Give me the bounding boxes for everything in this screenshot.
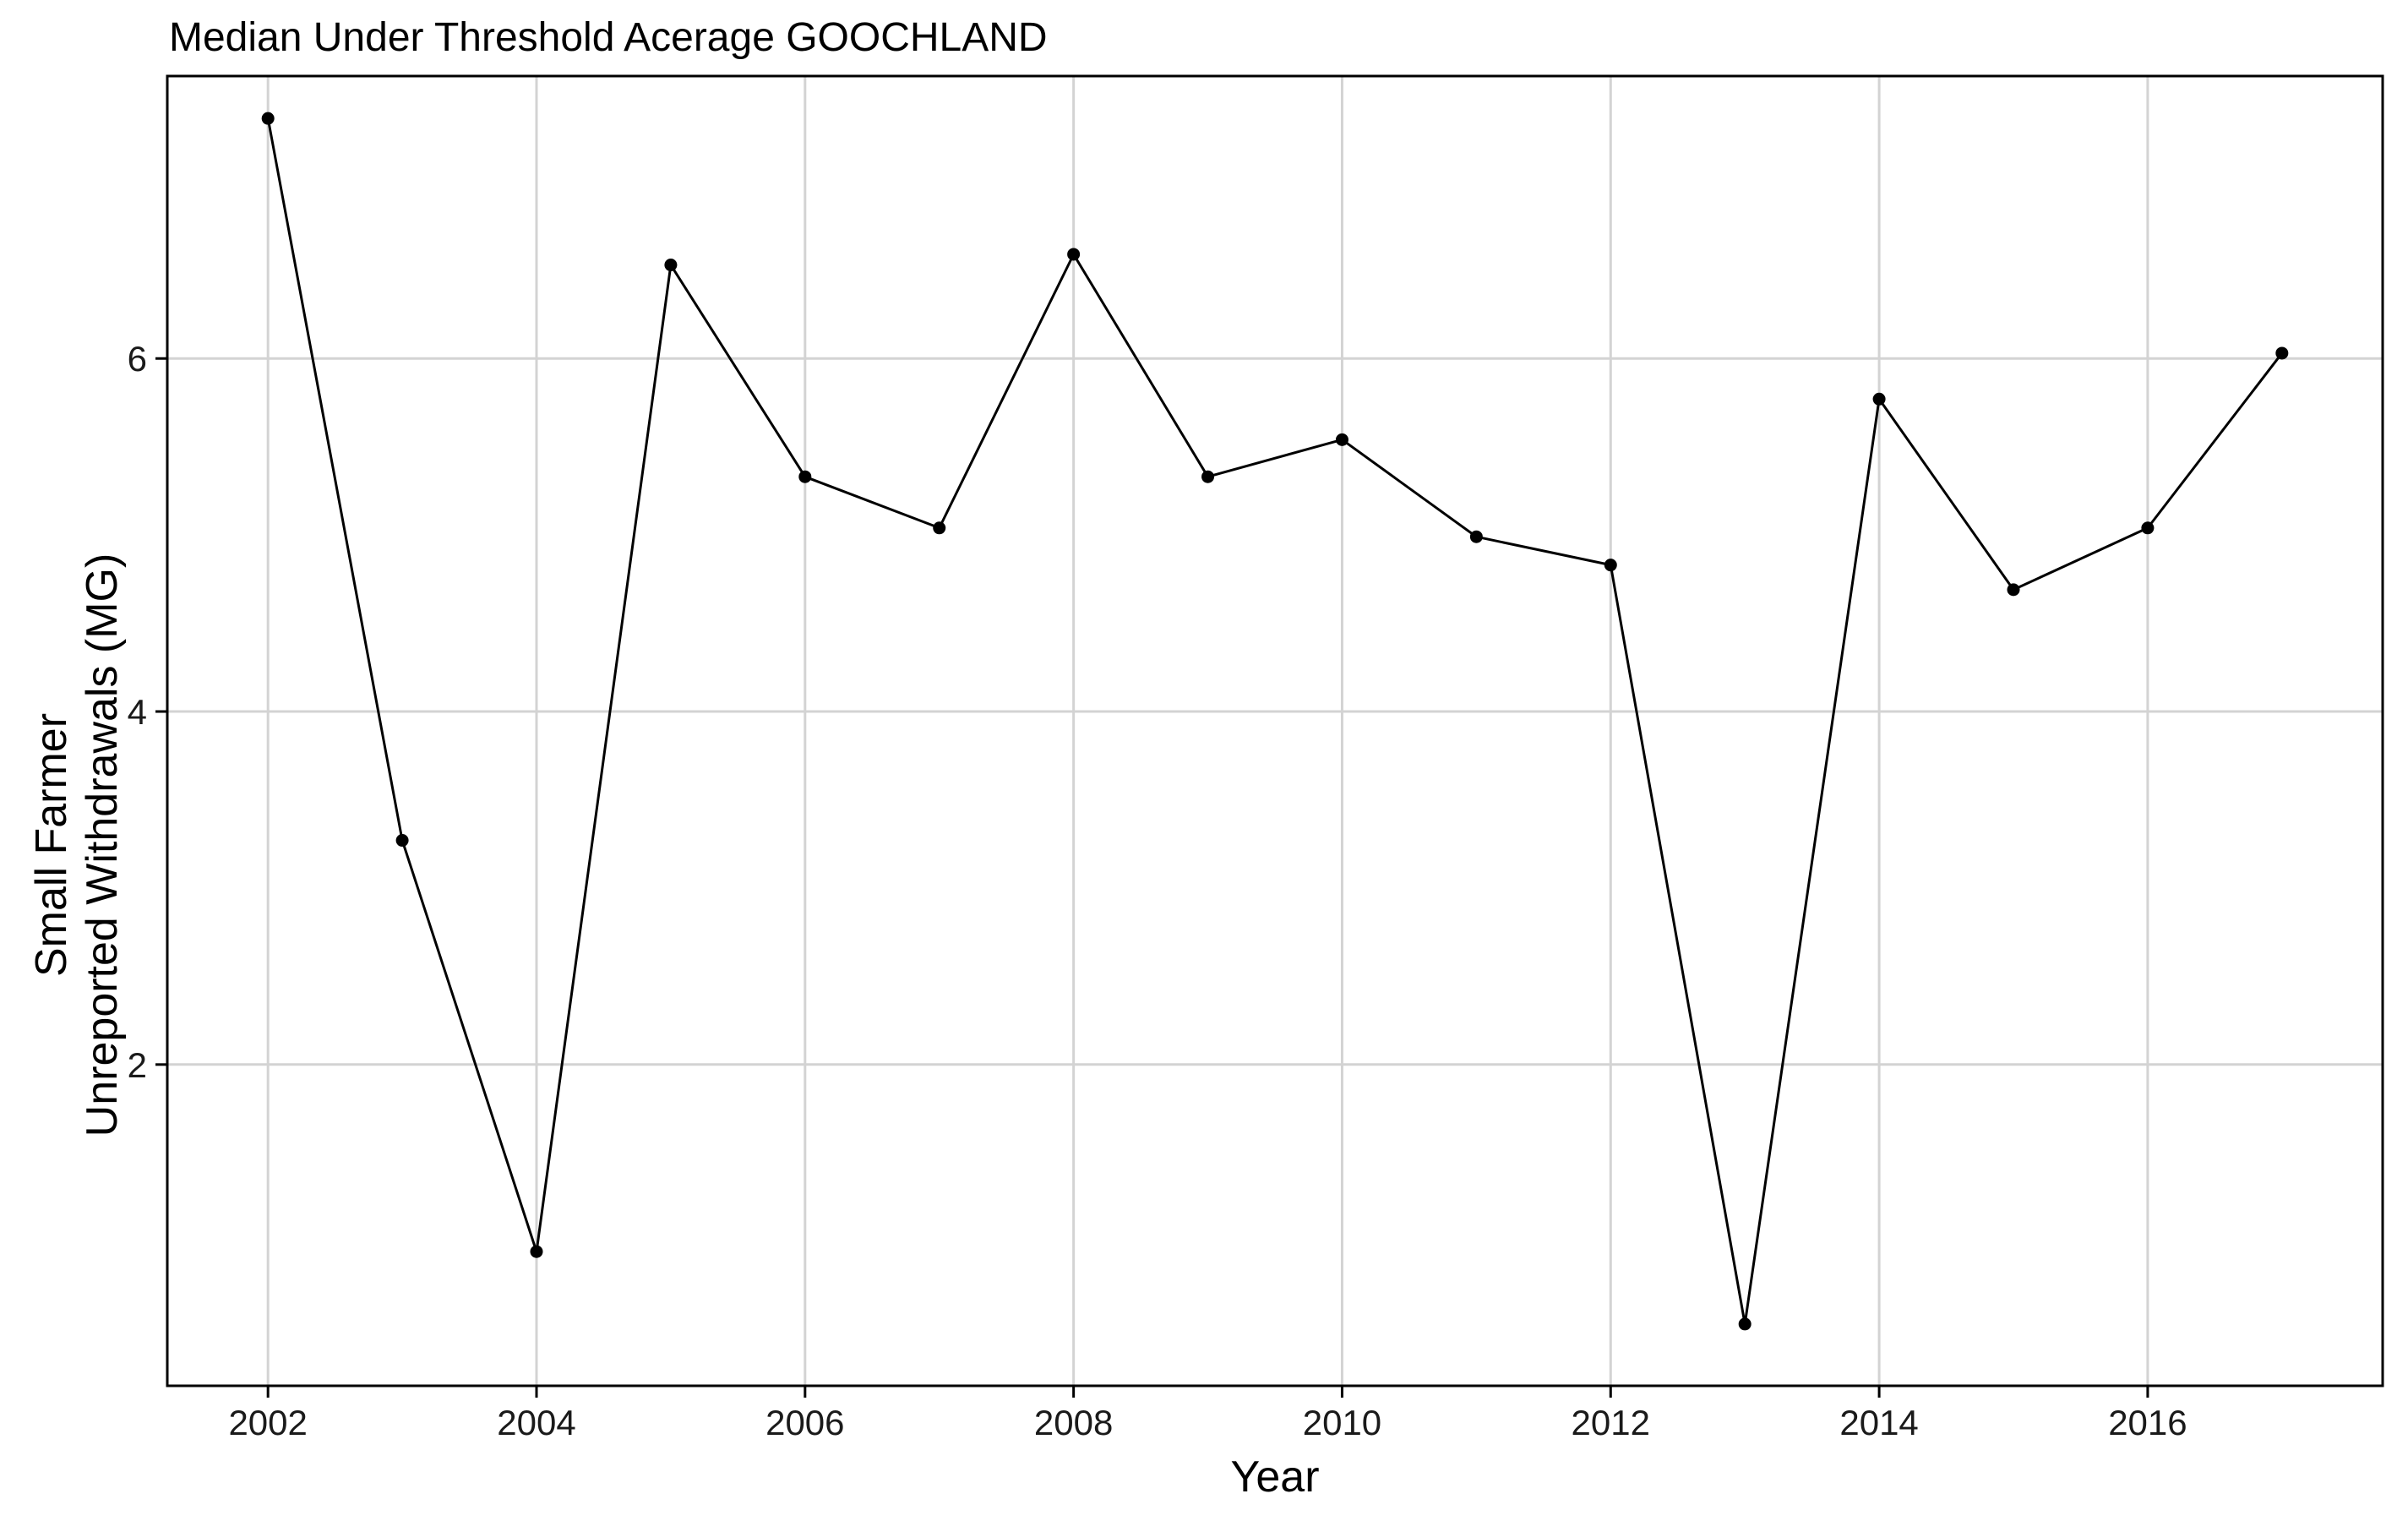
x-axis-title: Year bbox=[1230, 1453, 1319, 1502]
y-axis-ticks: 2 4 6 bbox=[128, 339, 167, 1085]
x-tick-label: 2016 bbox=[2108, 1403, 2187, 1442]
x-tick-label: 2010 bbox=[1303, 1403, 1381, 1442]
data-point bbox=[798, 470, 812, 483]
y-axis-title-line-1: Small Farmer bbox=[27, 713, 76, 977]
y-tick-label: 2 bbox=[128, 1045, 147, 1085]
data-point bbox=[1201, 470, 1215, 483]
grid-lines bbox=[167, 76, 2383, 1386]
data-point bbox=[395, 834, 409, 848]
data-point bbox=[664, 259, 678, 272]
data-point bbox=[530, 1245, 543, 1258]
data-point bbox=[2007, 583, 2020, 597]
data-point bbox=[1469, 530, 1483, 543]
data-point bbox=[2275, 346, 2289, 360]
data-point bbox=[933, 521, 946, 535]
y-tick-label: 6 bbox=[128, 339, 147, 379]
panel-border bbox=[166, 74, 2384, 1387]
data-point bbox=[1604, 559, 1617, 572]
data-point bbox=[1335, 433, 1348, 446]
data-point bbox=[2141, 521, 2155, 535]
points-layer bbox=[261, 112, 2289, 1331]
x-tick-label: 2002 bbox=[228, 1403, 307, 1442]
data-point bbox=[261, 112, 275, 125]
series-line bbox=[266, 117, 2284, 1326]
x-axis-ticks: 2002 2004 2006 2008 2010 2012 2014 2016 bbox=[228, 1386, 2187, 1442]
x-tick-label: 2014 bbox=[1839, 1403, 1918, 1442]
x-tick-label: 2012 bbox=[1572, 1403, 1650, 1442]
data-point bbox=[1872, 392, 1886, 406]
x-tick-label: 2008 bbox=[1034, 1403, 1113, 1442]
data-point bbox=[1067, 248, 1081, 261]
y-axis-title-group: Small Farmer Unreported Withdrawals (MG) bbox=[27, 553, 127, 1137]
y-axis-title-line-2: Unreported Withdrawals (MG) bbox=[78, 553, 127, 1137]
chart-title: Median Under Threshold Acerage GOOCHLAND bbox=[169, 15, 1048, 60]
data-point bbox=[1738, 1317, 1752, 1331]
x-tick-label: 2004 bbox=[497, 1403, 575, 1442]
y-tick-label: 4 bbox=[128, 692, 147, 732]
series-layer bbox=[266, 117, 2284, 1326]
x-tick-label: 2006 bbox=[765, 1403, 844, 1442]
